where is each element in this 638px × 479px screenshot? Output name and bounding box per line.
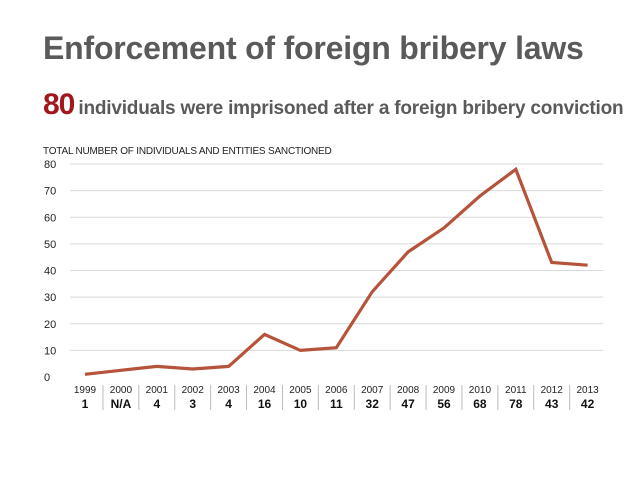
x-tick-label: 2007 [361,385,384,396]
value-label: 1 [82,397,89,411]
y-tick-label: 70 [44,186,56,198]
grid-lines [70,163,603,351]
headline-number: 80 [43,88,75,121]
value-label: 78 [509,397,523,411]
x-tick-label: 2001 [146,385,169,396]
y-tick-label: 30 [44,292,56,304]
x-tick-label: 2006 [325,385,348,396]
y-tick-label: 60 [44,212,56,224]
x-tick-label: 2011 [505,385,527,396]
y-tick-label: 10 [44,345,56,357]
x-tick-label: 2012 [541,385,564,396]
x-tick-label: 2009 [433,385,456,396]
value-label: 43 [545,397,559,411]
x-tick-label: 1999 [74,385,97,396]
y-tick-label: 80 [44,159,56,171]
y-tick-label: 20 [44,319,56,331]
x-tick-label: 2000 [110,385,133,396]
headline: 80 individuals were imprisoned after a fo… [43,88,624,122]
value-label: 4 [225,397,232,411]
page-title: Enforcement of foreign bribery laws [43,30,584,66]
y-tick-label: 40 [44,266,56,278]
x-tick-label: 2010 [469,385,492,396]
value-label: 4 [153,397,160,411]
x-axis-ticks: 199912000N/A2001420023200342004162005102… [74,385,599,411]
headline-text: individuals were imprisoned after a fore… [78,98,624,119]
y-axis-ticks: 0 10 20 30 40 50 60 70 80 [44,159,56,384]
value-label: 42 [581,397,595,411]
x-tick-label: 2003 [217,385,240,396]
x-tick-label: 2008 [397,385,420,396]
value-label: 68 [473,397,487,411]
value-label: 47 [401,397,415,411]
series-line [84,166,588,376]
x-tick-label: 2002 [182,385,205,396]
x-tick-label: 2013 [576,385,599,396]
value-label: 32 [366,397,380,411]
value-label: 11 [330,397,343,411]
value-label: 10 [294,397,308,411]
chart-title: TOTAL NUMBER OF INDIVIDUALS AND ENTITIES… [43,146,332,157]
y-tick-label: 50 [44,239,56,251]
y-tick-label: 0 [44,372,50,384]
value-label: 16 [258,397,272,411]
x-tick-label: 2004 [253,385,276,396]
value-label: 3 [189,397,196,411]
series-polyline [84,166,588,376]
value-label: N/A [111,397,132,411]
value-label: 56 [437,397,451,411]
x-tick-label: 2005 [289,385,312,396]
